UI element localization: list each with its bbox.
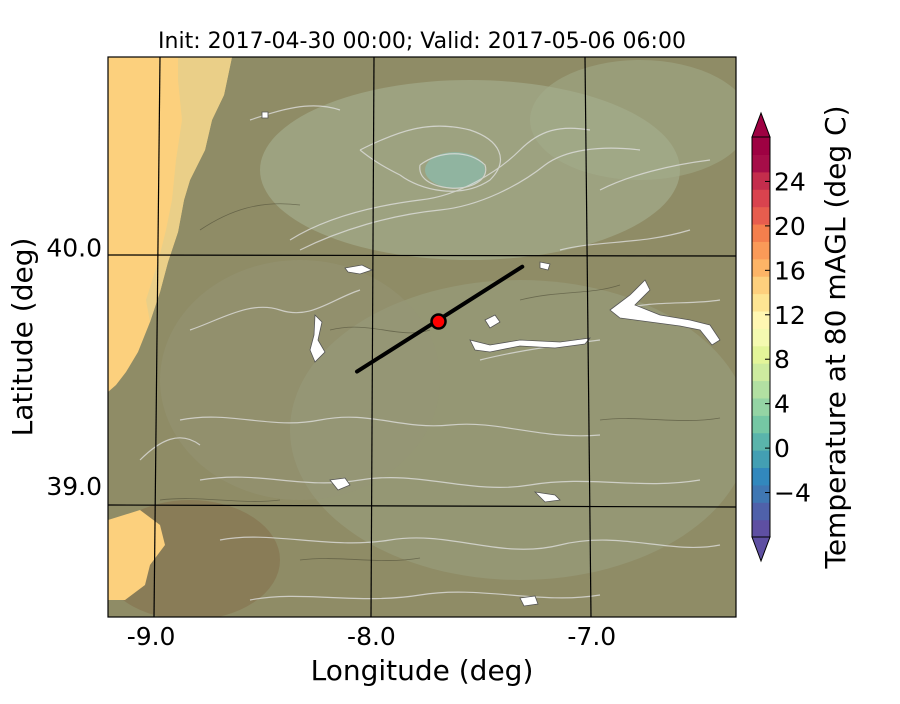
colorbar-swatch	[752, 397, 770, 416]
colorbar-swatch	[752, 519, 770, 538]
x-tick-label: -7.0	[567, 622, 616, 651]
colorbar-swatch	[752, 241, 770, 260]
peak-zone	[425, 152, 485, 188]
highland-zone	[530, 60, 736, 180]
meridian-line	[153, 57, 161, 617]
colorbar-tick-label: −4	[774, 479, 811, 508]
colorbar-swatch	[752, 206, 770, 225]
colorbar-swatch	[752, 450, 770, 469]
colorbar-swatch	[752, 154, 770, 173]
colorbar-swatch	[752, 363, 770, 382]
y-axis-ticks: 40.0 39.0	[46, 234, 102, 501]
y-tick-label: 39.0	[46, 472, 102, 501]
colorbar-swatch	[752, 293, 770, 312]
parallel-line	[108, 504, 736, 508]
colorbar-frame	[751, 136, 771, 538]
colorbar-tick-label: 20	[774, 212, 806, 241]
colorbar-swatch	[752, 137, 770, 155]
colorbar-tick-label: 4	[774, 390, 790, 419]
colorbar-swatch	[752, 432, 770, 451]
colorbar-swatch	[752, 415, 770, 434]
colorbar-swatch	[752, 189, 770, 208]
plot-frame	[107, 56, 737, 618]
reservoirs	[261, 111, 721, 607]
parallel-line	[108, 254, 736, 257]
map-panel[interactable]	[100, 57, 750, 620]
colorbar-swatch	[752, 467, 770, 486]
highland-zone	[160, 260, 440, 500]
x-tick-label: -8.0	[347, 622, 396, 651]
x-axis-label: Longitude (deg)	[311, 654, 534, 687]
x-axis-ticks: -9.0 -8.0 -7.0	[127, 622, 616, 651]
colorbar-label: Temperature at 80 mAGL (deg C)	[819, 105, 852, 569]
colorbar-swatch	[752, 223, 770, 242]
y-tick-label: 40.0	[46, 234, 102, 263]
y-axis-label: Latitude (deg)	[6, 238, 39, 437]
colorbar-tick-label: 0	[774, 434, 790, 463]
highland-zone	[290, 280, 736, 580]
meridian-line	[370, 57, 375, 617]
colorbar-swatch	[752, 380, 770, 399]
colorbar-tick-label: 16	[774, 256, 806, 285]
colorbar-swatch	[752, 484, 770, 503]
colorbar-extend-bottom	[751, 536, 771, 563]
coastal-strip	[146, 57, 232, 322]
contour-lines-dark	[159, 203, 721, 561]
plot-title: Init: 2017-04-30 00:00; Valid: 2017-05-0…	[158, 29, 686, 54]
meridian-line	[584, 57, 592, 617]
graticule	[108, 57, 736, 617]
site-marker[interactable]	[430, 313, 447, 330]
colorbar-swatch	[752, 502, 770, 521]
x-tick-label: -9.0	[127, 622, 176, 651]
colorbar-swatch	[752, 258, 770, 277]
colorbar-swatch	[752, 171, 770, 190]
colorbar-tick-label: 24	[774, 167, 806, 196]
colorbar-extend-top	[751, 111, 771, 138]
ocean-area-south	[108, 510, 165, 600]
colorbar-swatch	[752, 310, 770, 329]
colorbar-tick-label: 8	[774, 345, 790, 374]
contour-lines	[139, 105, 721, 601]
colorbar-swatch	[752, 276, 770, 295]
colorbar-swatch	[752, 345, 770, 364]
colorbar-tick-label: 12	[774, 301, 806, 330]
colorbar-swatch	[752, 328, 770, 347]
colorbar: −4 0 4 8 12 16 20 24	[751, 111, 811, 563]
